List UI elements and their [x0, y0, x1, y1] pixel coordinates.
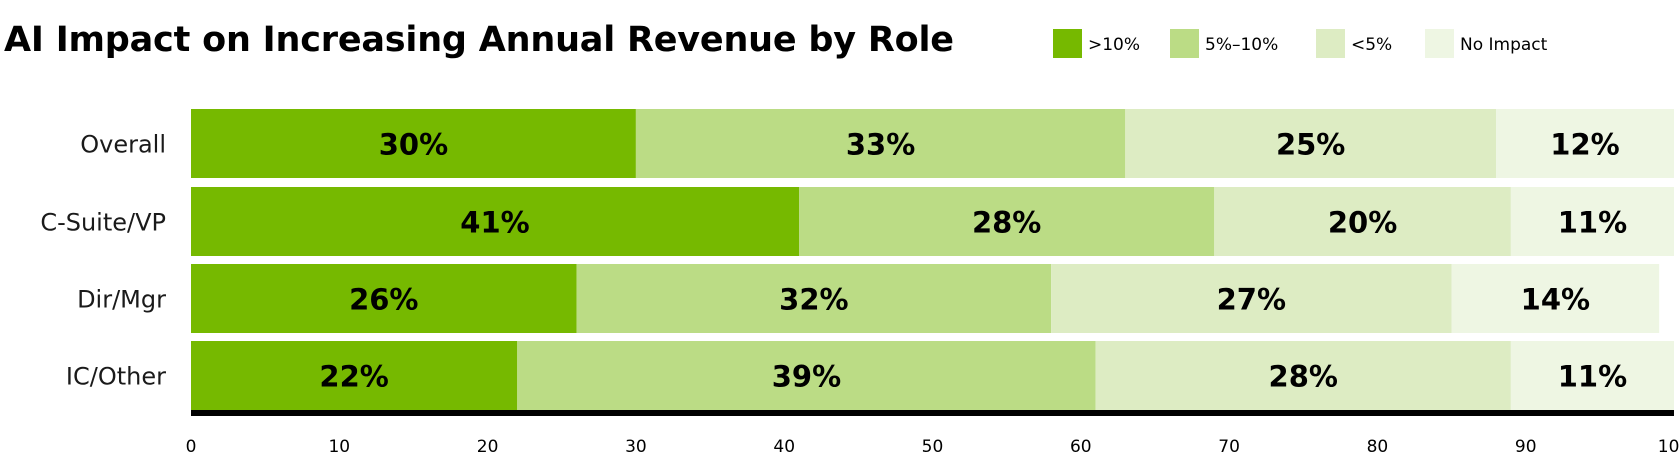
x-tick-label-60: 60	[1070, 437, 1092, 457]
legend-swatch-10pct	[1053, 29, 1082, 58]
data-label-ic-other-5pct-10pct: 39%	[772, 360, 841, 394]
data-label-overall-10pct: 30%	[379, 128, 448, 162]
data-label-c-suite-vp-10pct: 41%	[460, 206, 529, 240]
data-label-c-suite-vp-no-impact: 11%	[1558, 206, 1627, 240]
x-tick-label-10: 10	[328, 437, 350, 457]
bar-overall-5pct	[1125, 109, 1497, 178]
bar-ic-other-5pct	[1095, 341, 1511, 410]
data-label-dir-mgr-10pct: 26%	[349, 283, 418, 317]
x-tick-label-40: 40	[773, 437, 795, 457]
row-label-overall: Overall	[80, 131, 166, 159]
x-tick-label-100: 100	[1658, 437, 1680, 457]
x-tick-label-90: 90	[1515, 437, 1537, 457]
bar-ic-other-5pct-10pct	[517, 341, 1096, 410]
x-tick-label-0: 0	[186, 437, 197, 457]
row-label-ic-other: IC/Other	[66, 363, 166, 391]
data-label-ic-other-10pct: 22%	[319, 360, 388, 394]
data-label-ic-other-5pct: 28%	[1269, 360, 1338, 394]
bar-dir-mgr-10pct	[191, 264, 577, 333]
legend-label-5pct: <5%	[1351, 35, 1392, 55]
x-tick-label-80: 80	[1367, 437, 1389, 457]
chart-title: AI Impact on Increasing Annual Revenue b…	[4, 20, 954, 60]
legend-swatch-5pct-10pct	[1170, 29, 1199, 58]
legend-label-5pct-10pct: 5%–10%	[1205, 35, 1278, 55]
legend-label-10pct: >10%	[1088, 35, 1140, 55]
bar-dir-mgr-no-impact	[1451, 264, 1660, 333]
bar-c-suite-vp-10pct	[191, 187, 800, 256]
legend-swatch-5pct	[1316, 29, 1345, 58]
legend-label-no-impact: No Impact	[1460, 35, 1548, 55]
data-label-c-suite-vp-5pct: 20%	[1328, 206, 1397, 240]
x-tick-label-30: 30	[625, 437, 647, 457]
bar-overall-5pct-10pct	[635, 109, 1126, 178]
legend-swatch-no-impact	[1425, 29, 1454, 58]
bar-ic-other-10pct	[191, 341, 518, 410]
data-label-ic-other-no-impact: 11%	[1558, 360, 1627, 394]
x-tick-label-50: 50	[922, 437, 944, 457]
data-label-dir-mgr-no-impact: 14%	[1521, 283, 1590, 317]
row-label-dir-mgr: Dir/Mgr	[77, 286, 166, 314]
x-tick-label-70: 70	[1218, 437, 1240, 457]
data-label-dir-mgr-5pct-10pct: 32%	[779, 283, 848, 317]
data-label-overall-5pct-10pct: 33%	[846, 128, 915, 162]
bar-dir-mgr-5pct-10pct	[576, 264, 1052, 333]
bar-ic-other-no-impact	[1510, 341, 1674, 410]
data-label-overall-5pct: 25%	[1276, 128, 1345, 162]
bar-c-suite-vp-no-impact	[1510, 187, 1674, 256]
data-label-overall-no-impact: 12%	[1550, 128, 1619, 162]
data-label-dir-mgr-5pct: 27%	[1217, 283, 1286, 317]
bar-c-suite-vp-5pct-10pct	[799, 187, 1215, 256]
data-label-c-suite-vp-5pct-10pct: 28%	[972, 206, 1041, 240]
x-axis-baseline	[191, 410, 1674, 416]
row-label-c-suite-vp: C-Suite/VP	[40, 209, 166, 237]
bar-dir-mgr-5pct	[1051, 264, 1452, 333]
x-tick-label-20: 20	[477, 437, 499, 457]
bar-overall-10pct	[191, 109, 636, 178]
bar-overall-no-impact	[1496, 109, 1674, 178]
bar-c-suite-vp-5pct	[1214, 187, 1511, 256]
